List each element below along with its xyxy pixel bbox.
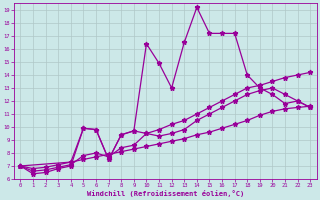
X-axis label: Windchill (Refroidissement éolien,°C): Windchill (Refroidissement éolien,°C) <box>87 190 244 197</box>
